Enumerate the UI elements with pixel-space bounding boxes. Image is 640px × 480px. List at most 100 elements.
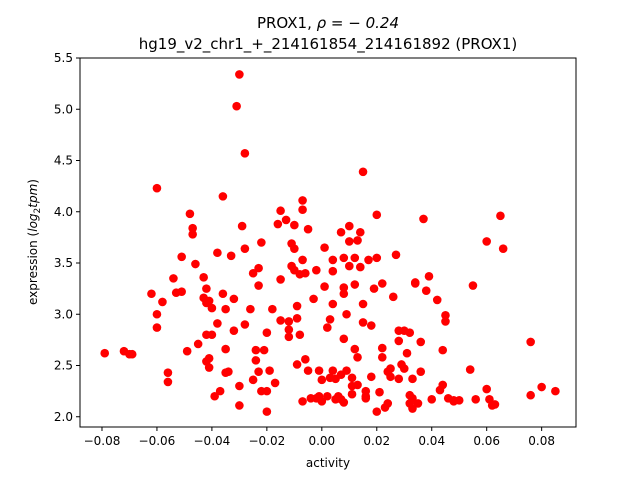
data-point bbox=[328, 266, 338, 276]
data-point bbox=[163, 377, 173, 387]
data-point bbox=[399, 364, 409, 373]
data-point bbox=[224, 367, 233, 376]
title-prefix: PROX1, bbox=[257, 14, 317, 32]
data-point bbox=[438, 380, 448, 390]
data-point bbox=[204, 354, 214, 363]
data-point bbox=[454, 396, 464, 405]
data-point bbox=[355, 227, 365, 237]
data-point bbox=[358, 318, 368, 327]
data-point bbox=[169, 274, 178, 283]
data-point bbox=[345, 221, 354, 231]
data-point bbox=[191, 259, 200, 269]
data-point bbox=[152, 309, 162, 319]
data-point bbox=[251, 345, 261, 355]
data-point bbox=[100, 348, 110, 358]
data-point bbox=[204, 296, 214, 306]
data-point bbox=[408, 404, 417, 413]
data-point bbox=[419, 214, 428, 224]
x-axis-ticks: −0.08 −0.06 −0.04 −0.02 0.00 0.02 0.04 0.06 0.08 bbox=[84, 427, 555, 448]
y-tick-label: 4.5 bbox=[54, 154, 73, 168]
data-point bbox=[221, 304, 230, 314]
data-point bbox=[262, 386, 272, 396]
data-point bbox=[210, 391, 219, 401]
data-point bbox=[298, 255, 307, 265]
data-point bbox=[386, 372, 395, 382]
x-tick-label: −0.08 bbox=[84, 434, 121, 448]
data-point bbox=[163, 368, 173, 377]
plot-frame bbox=[79, 57, 577, 428]
data-point bbox=[240, 244, 250, 253]
data-point bbox=[383, 399, 393, 408]
data-point bbox=[339, 334, 349, 344]
data-point bbox=[202, 284, 211, 293]
data-point bbox=[355, 262, 365, 272]
data-point bbox=[254, 281, 263, 290]
data-point bbox=[312, 265, 321, 275]
data-point bbox=[537, 382, 546, 392]
data-point bbox=[303, 224, 313, 234]
data-point bbox=[394, 336, 404, 346]
data-point bbox=[369, 284, 379, 293]
y-tick-label: 5.0 bbox=[54, 102, 73, 116]
data-point bbox=[353, 380, 362, 390]
data-point bbox=[215, 386, 225, 396]
data-point bbox=[257, 238, 266, 247]
data-point bbox=[281, 215, 291, 225]
data-point bbox=[424, 272, 434, 281]
data-point bbox=[284, 317, 294, 326]
data-point bbox=[317, 397, 327, 406]
data-point bbox=[372, 210, 382, 220]
chart-title-line2: hg19_v2_chr1_+_214161854_214161892 (PROX… bbox=[139, 35, 517, 54]
data-point bbox=[372, 407, 382, 416]
data-point bbox=[471, 395, 481, 404]
title-rho: ρ = − 0.24 bbox=[317, 14, 399, 32]
data-point bbox=[345, 237, 354, 246]
data-point bbox=[207, 303, 217, 313]
data-point bbox=[350, 280, 360, 289]
y-tick-label: 5.5 bbox=[54, 51, 73, 65]
data-point bbox=[438, 345, 448, 355]
data-point bbox=[232, 101, 241, 111]
data-point bbox=[391, 250, 401, 260]
data-point bbox=[413, 399, 423, 408]
y-label-math2: tpm bbox=[26, 184, 40, 208]
data-point bbox=[240, 320, 250, 329]
x-tick-label: −0.02 bbox=[248, 434, 285, 448]
data-point bbox=[248, 268, 258, 278]
data-point bbox=[276, 316, 285, 325]
data-point bbox=[182, 346, 192, 356]
data-point bbox=[301, 268, 310, 278]
data-point bbox=[273, 219, 283, 229]
data-point bbox=[229, 326, 239, 335]
data-point bbox=[328, 255, 338, 265]
data-point bbox=[248, 375, 258, 385]
data-point bbox=[317, 375, 327, 385]
x-tick-label: 0.06 bbox=[473, 434, 500, 448]
data-point bbox=[350, 253, 360, 263]
y-tick-label: 3.5 bbox=[54, 256, 73, 270]
data-point bbox=[526, 390, 535, 400]
data-point bbox=[177, 252, 186, 262]
data-point bbox=[147, 289, 156, 299]
data-point bbox=[328, 299, 338, 309]
data-point bbox=[259, 345, 269, 355]
data-point bbox=[237, 221, 247, 231]
data-point bbox=[377, 353, 387, 362]
data-point bbox=[386, 364, 395, 373]
data-point bbox=[339, 283, 349, 292]
data-point bbox=[254, 367, 263, 376]
x-tick-label: 0.04 bbox=[418, 434, 445, 448]
data-point bbox=[358, 299, 368, 309]
data-point bbox=[339, 289, 349, 299]
y-tick-label: 4.0 bbox=[54, 205, 73, 219]
data-point bbox=[347, 389, 357, 399]
data-point bbox=[336, 227, 346, 237]
data-point bbox=[204, 363, 214, 372]
y-axis-label: expression (log2tpm) bbox=[26, 179, 43, 305]
data-point bbox=[298, 205, 307, 214]
data-point bbox=[441, 310, 450, 320]
data-point bbox=[366, 321, 376, 330]
data-point bbox=[468, 281, 478, 290]
data-point bbox=[405, 328, 415, 338]
data-point bbox=[366, 372, 376, 382]
